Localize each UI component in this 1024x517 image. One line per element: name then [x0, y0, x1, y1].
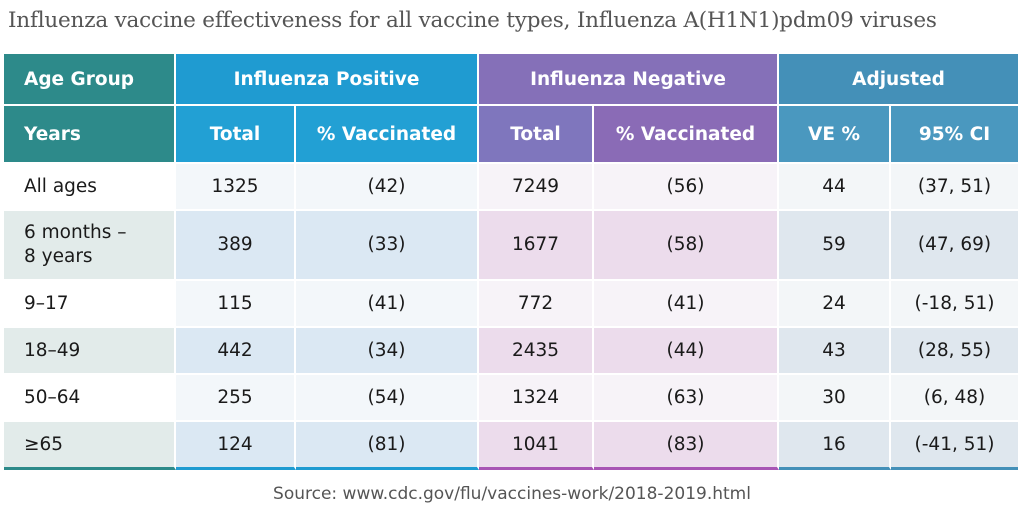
positive-total-cell: 115	[176, 281, 296, 328]
header-confidence-interval: 95% CI	[891, 106, 1019, 164]
negative-vaccinated-cell: (41)	[594, 281, 780, 328]
negative-total-cell: 1041	[479, 422, 595, 470]
table-row: 9–17 115 (41) 772 (41) 24 (-18, 51)	[4, 281, 1019, 328]
positive-total-cell: 442	[176, 328, 296, 375]
ve-cell: 24	[779, 281, 892, 328]
ve-cell: 30	[779, 375, 892, 422]
header-positive-vaccinated: % Vaccinated	[296, 106, 480, 164]
age-cell: 6 months – 8 years	[4, 211, 176, 281]
ci-cell: (-18, 51)	[891, 281, 1019, 328]
positive-total-cell: 255	[176, 375, 296, 422]
negative-total-cell: 1324	[479, 375, 595, 422]
header-adjusted: Adjusted	[779, 54, 1019, 106]
age-cell: All ages	[4, 164, 176, 211]
negative-vaccinated-cell: (44)	[594, 328, 780, 375]
header-influenza-negative: Influenza Negative	[479, 54, 780, 106]
ci-cell: (37, 51)	[891, 164, 1019, 211]
positive-vaccinated-cell: (41)	[296, 281, 480, 328]
table-row: ≥65 124 (81) 1041 (83) 16 (-41, 51)	[4, 422, 1019, 470]
ve-cell: 43	[779, 328, 892, 375]
ci-cell: (6, 48)	[891, 375, 1019, 422]
negative-total-cell: 772	[479, 281, 595, 328]
header-years: Years	[4, 106, 176, 164]
negative-total-cell: 1677	[479, 211, 595, 281]
age-line-1: 6 months –	[24, 222, 127, 243]
header-positive-total: Total	[176, 106, 296, 164]
table-row: 18–49 442 (34) 2435 (44) 43 (28, 55)	[4, 328, 1019, 375]
header-ve-percent: VE %	[779, 106, 892, 164]
header-influenza-positive: Influenza Positive	[176, 54, 480, 106]
header-column-row: Years Total % Vaccinated Total % Vaccina…	[4, 106, 1019, 164]
ci-cell: (47, 69)	[891, 211, 1019, 281]
age-cell: ≥65	[4, 422, 176, 470]
header-group-row: Age Group Influenza Positive Influenza N…	[4, 54, 1019, 106]
source-citation: Source: www.cdc.gov/flu/vaccines-work/20…	[273, 484, 751, 504]
age-cell: 50–64	[4, 375, 176, 422]
ve-cell: 44	[779, 164, 892, 211]
header-negative-total: Total	[479, 106, 595, 164]
header-negative-vaccinated: % Vaccinated	[594, 106, 780, 164]
positive-vaccinated-cell: (33)	[296, 211, 480, 281]
table-row: All ages 1325 (42) 7249 (56) 44 (37, 51)	[4, 164, 1019, 211]
chart-title: Influenza vaccine effectiveness for all …	[8, 8, 937, 33]
positive-total-cell: 124	[176, 422, 296, 470]
negative-total-cell: 2435	[479, 328, 595, 375]
positive-vaccinated-cell: (34)	[296, 328, 480, 375]
negative-vaccinated-cell: (56)	[594, 164, 780, 211]
vaccine-effectiveness-table: Age Group Influenza Positive Influenza N…	[4, 54, 1019, 470]
ve-cell: 59	[779, 211, 892, 281]
positive-vaccinated-cell: (81)	[296, 422, 480, 470]
negative-total-cell: 7249	[479, 164, 595, 211]
header-age-group: Age Group	[4, 54, 176, 106]
ci-cell: (28, 55)	[891, 328, 1019, 375]
positive-total-cell: 1325	[176, 164, 296, 211]
age-cell: 9–17	[4, 281, 176, 328]
negative-vaccinated-cell: (63)	[594, 375, 780, 422]
ve-cell: 16	[779, 422, 892, 470]
positive-vaccinated-cell: (42)	[296, 164, 480, 211]
age-line-2: 8 years	[24, 246, 93, 267]
positive-total-cell: 389	[176, 211, 296, 281]
table-row: 50–64 255 (54) 1324 (63) 30 (6, 48)	[4, 375, 1019, 422]
table-row: 6 months –8 years 389 (33) 1677 (58) 59 …	[4, 211, 1019, 281]
ci-cell: (-41, 51)	[891, 422, 1019, 470]
age-cell: 18–49	[4, 328, 176, 375]
negative-vaccinated-cell: (58)	[594, 211, 780, 281]
positive-vaccinated-cell: (54)	[296, 375, 480, 422]
negative-vaccinated-cell: (83)	[594, 422, 780, 470]
